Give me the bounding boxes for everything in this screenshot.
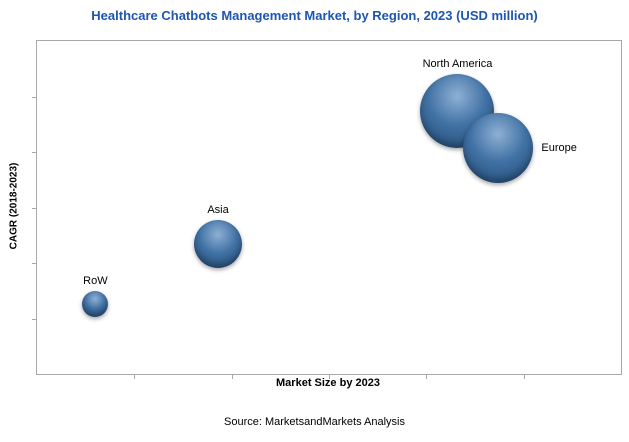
bubble-label-row: RoW <box>83 275 108 288</box>
y-axis-tick <box>32 318 37 320</box>
bubble-asia <box>194 220 243 269</box>
bubble-label-north-america: North America <box>422 57 493 70</box>
bubble-row <box>82 291 109 318</box>
bubble-label-asia: Asia <box>207 204 229 217</box>
y-axis-tick <box>32 96 37 98</box>
x-axis-tick <box>523 374 525 379</box>
x-axis-tick <box>231 374 233 379</box>
chart-title: Healthcare Chatbots Management Market, b… <box>91 8 538 23</box>
x-axis-tick <box>426 374 428 379</box>
x-axis-tick <box>134 374 136 379</box>
source-note: Source: MarketsandMarkets Analysis <box>224 416 405 428</box>
y-axis-tick <box>32 263 37 264</box>
y-axis-tick <box>32 207 37 209</box>
x-axis-label: Market Size by 2023 <box>276 377 380 389</box>
plot-area: North America Europe Asia RoW <box>32 40 622 379</box>
y-axis-label: CAGR (2018-2023) <box>8 162 20 250</box>
bubble-europe <box>463 112 534 183</box>
y-axis-tick <box>32 152 37 153</box>
bubble-label-europe: Europe <box>541 141 577 154</box>
x-axis-tick <box>329 374 330 379</box>
